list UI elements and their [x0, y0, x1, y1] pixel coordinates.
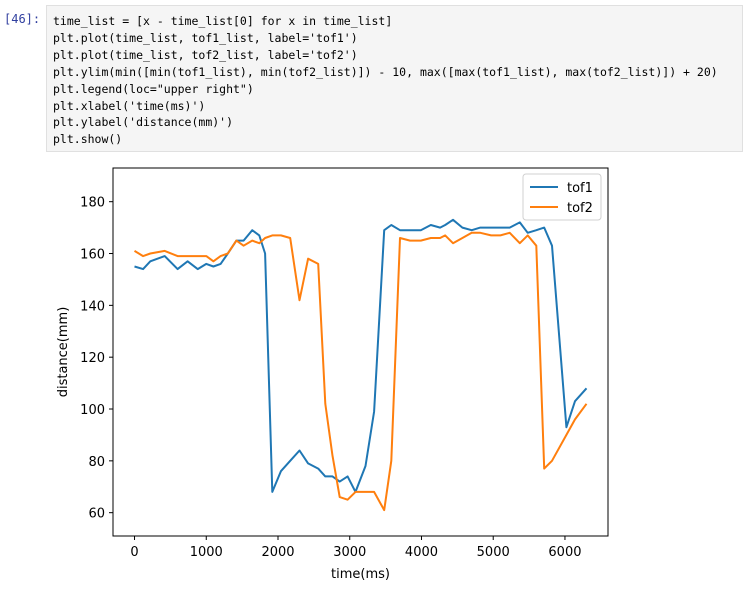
code-line: time_list = [x - time_list[0] for x in t…: [53, 14, 393, 28]
code-line: plt.plot(time_list, tof1_list, label='to…: [53, 30, 358, 45]
y-tick-label: 100: [80, 403, 105, 418]
legend-box: [522, 173, 602, 221]
legend-label-tof2: tof2: [567, 201, 593, 216]
code-editor[interactable]: time_list = [x - time_list[0] for x in t…: [53, 13, 718, 148]
cell-prompt: [46]:: [4, 12, 41, 26]
plot-frame: [112, 167, 609, 537]
code-line: plt.legend(loc="upper right"): [53, 81, 254, 96]
code-line: plt.show(): [53, 132, 123, 147]
x-tick-label: 3000: [333, 545, 366, 560]
series-line-tof2: [133, 231, 588, 512]
y-tick-label: 140: [80, 299, 105, 314]
legend-label-tof1: tof1: [567, 181, 593, 196]
series-line-tof1: [134, 218, 588, 493]
x-tick-label: 6000: [548, 545, 581, 560]
y-tick-label: 60: [88, 507, 105, 522]
x-axis-label: time(ms): [331, 567, 390, 582]
x-tick-label: 1000: [190, 545, 223, 560]
x-tick-label: 5000: [477, 545, 510, 560]
y-tick-label: 120: [80, 351, 105, 366]
code-line: plt.ylim(min([min(tof1_list), min(tof2_l…: [53, 64, 718, 79]
x-tick-label: 2000: [261, 545, 294, 560]
y-tick-label: 160: [80, 248, 105, 263]
code-line: plt.plot(time_list, tof2_list, label='to…: [53, 47, 358, 62]
y-axis-label: distance(mm): [56, 307, 71, 398]
y-tick-label: 180: [80, 196, 105, 211]
code-line: plt.xlabel('time(ms)'): [53, 98, 206, 113]
y-tick-label: 80: [88, 455, 105, 470]
code-line: plt.ylabel('distance(mm)'): [53, 115, 234, 130]
x-tick-label: 0: [130, 545, 138, 560]
x-tick-label: 4000: [405, 545, 438, 560]
code-cell[interactable]: time_list = [x - time_list[0] for x in t…: [46, 5, 743, 152]
